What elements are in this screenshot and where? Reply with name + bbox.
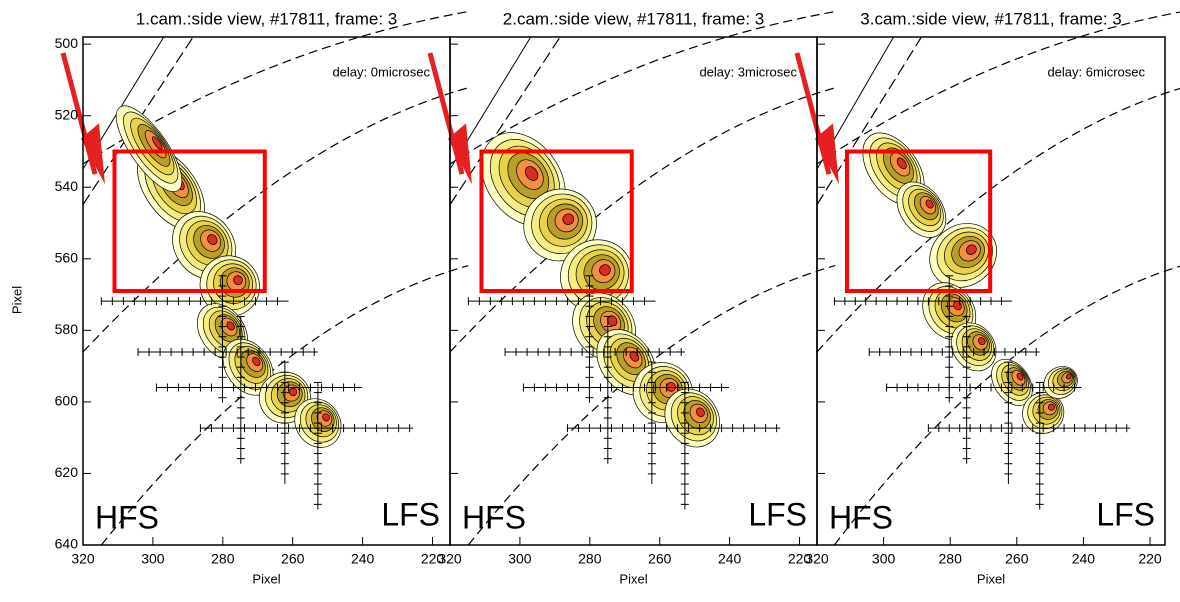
x-tick-label: 260	[1005, 551, 1029, 567]
lfs-label: LFS	[1096, 496, 1155, 532]
y-tick-label: 540	[55, 178, 79, 194]
x-axis-label: Pixel	[619, 571, 647, 586]
hfs-label: HFS	[462, 499, 526, 535]
flux-arc	[817, 88, 1180, 352]
x-tick-label: 260	[648, 551, 672, 567]
x-tick-label: 280	[211, 551, 235, 567]
panel: 320 300 280 260 240 220 3.cam.:side view, #178…	[797, 9, 1180, 586]
x-axis-label: Pixel	[977, 571, 1005, 586]
x-tick-label: 280	[939, 551, 963, 567]
delay-label: delay: 6microsec	[1047, 64, 1145, 79]
y-tick-label: 500	[55, 35, 79, 51]
lfs-label: LFS	[748, 496, 807, 532]
x-tick-label: 240	[718, 551, 742, 567]
x-tick-label: 320	[805, 551, 829, 567]
flux-arc	[450, 88, 835, 352]
y-tick-label: 560	[55, 250, 79, 266]
panel-title: 1.cam.:side view, #17811, frame: 3	[136, 9, 397, 28]
x-tick-label: 300	[508, 551, 532, 567]
x-tick-label: 260	[281, 551, 305, 567]
x-axis-label: Pixel	[252, 571, 280, 586]
y-axis-label: Pixel	[9, 286, 24, 314]
y-tick-label: 620	[55, 464, 79, 480]
x-tick-label: 220	[1138, 551, 1162, 567]
lfs-label: LFS	[381, 496, 440, 532]
x-tick-label: 300	[141, 551, 165, 567]
panel-title: 3.cam.:side view, #17811, frame: 3	[860, 9, 1121, 28]
x-tick-label: 320	[438, 551, 462, 567]
x-tick-label: 240	[351, 551, 375, 567]
panel-title: 2.cam.:side view, #17811, frame: 3	[503, 9, 764, 28]
y-tick-label: 580	[55, 321, 79, 337]
hfs-label: HFS	[95, 499, 159, 535]
delay-label: delay: 0microsec	[332, 64, 430, 79]
figure: 320 300 280 260 240 220 500 520 540 560 580 600 620 6…	[0, 0, 1180, 602]
y-tick-label: 600	[55, 393, 79, 409]
y-tick-label: 520	[55, 106, 79, 122]
x-tick-label: 280	[578, 551, 602, 567]
x-tick-label: 240	[1072, 551, 1096, 567]
x-tick-label: 320	[71, 551, 95, 567]
hfs-label: HFS	[829, 499, 893, 535]
y-tick-label: 640	[55, 536, 79, 552]
x-tick-label: 300	[872, 551, 896, 567]
delay-label: delay: 3microsec	[699, 64, 797, 79]
